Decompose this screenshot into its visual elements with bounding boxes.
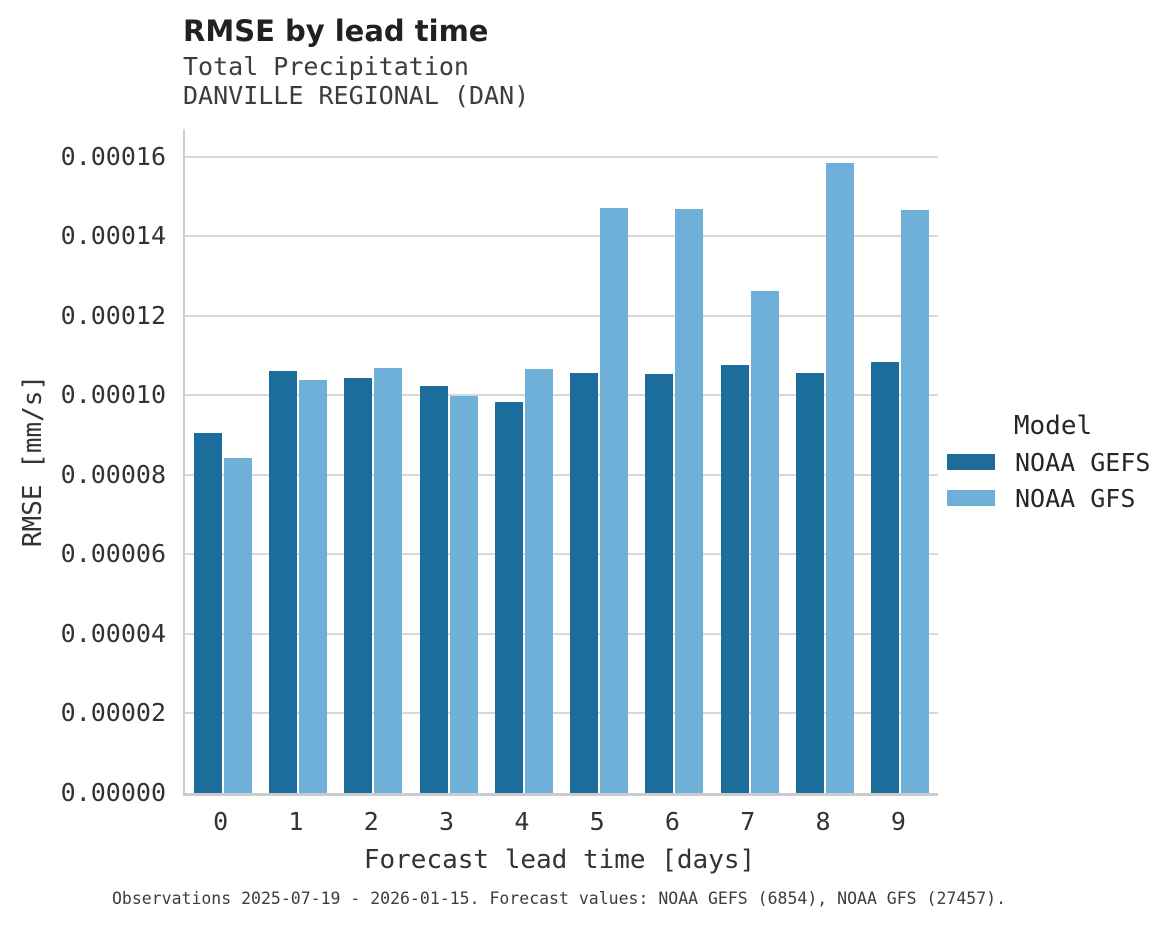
gridline <box>185 394 938 397</box>
legend-swatch-noaa-gfs <box>947 490 995 506</box>
bar-noaa-gefs-day-3 <box>419 385 448 793</box>
bar-noaa-gefs-day-4 <box>494 401 523 793</box>
legend-swatch-noaa-gefs <box>947 454 995 470</box>
gridline <box>185 473 938 476</box>
x-tick-label: 8 <box>815 807 831 836</box>
legend-label-noaa-gefs: NOAA GEFS <box>1015 447 1151 477</box>
legend-label-noaa-gfs: NOAA GFS <box>1015 483 1136 513</box>
gridline <box>185 235 938 238</box>
gridline <box>185 632 938 635</box>
legend-title: Model <box>1013 411 1093 441</box>
chart-subtitle-station: DANVILLE REGIONAL (DAN) <box>183 81 530 110</box>
bar-group-day-5 <box>561 129 636 793</box>
bar-noaa-gfs-day-6 <box>675 209 704 793</box>
bar-noaa-gfs-day-1 <box>298 379 327 793</box>
bar-group-day-8 <box>787 129 862 793</box>
y-tick-label: 0.00016 <box>60 141 166 171</box>
bar-noaa-gefs-day-0 <box>193 432 222 793</box>
bar-group-day-1 <box>260 129 335 793</box>
legend: Model NOAA GEFS NOAA GFS <box>947 408 1159 516</box>
gridline <box>185 155 938 158</box>
bar-group-day-4 <box>486 129 561 793</box>
y-tick-label: 0.00006 <box>60 539 166 569</box>
footer-caption: Observations 2025-07-19 - 2026-01-15. Fo… <box>111 889 1007 908</box>
y-tick-label: 0.00004 <box>60 618 166 648</box>
bar-noaa-gefs-day-8 <box>796 373 825 793</box>
bar-group-day-3 <box>411 129 486 793</box>
bar-noaa-gefs-day-1 <box>268 370 297 793</box>
x-tick-label: 4 <box>514 807 530 836</box>
bar-noaa-gfs-day-9 <box>901 210 930 793</box>
chart-title: RMSE by lead time <box>183 14 489 48</box>
bar-noaa-gfs-day-8 <box>826 162 855 793</box>
bar-group-day-7 <box>712 129 787 793</box>
bar-group-day-9 <box>863 129 938 793</box>
y-tick-label: 0.00002 <box>60 698 166 728</box>
bar-noaa-gfs-day-5 <box>600 208 629 793</box>
y-tick-label: 0.00008 <box>60 459 166 489</box>
x-tick-label: 6 <box>664 807 680 836</box>
x-tick-label: 1 <box>288 807 304 836</box>
x-tick-label: 7 <box>740 807 756 836</box>
bar-group-day-0 <box>185 129 260 793</box>
bar-noaa-gefs-day-6 <box>645 373 674 793</box>
bar-group-day-6 <box>637 129 712 793</box>
y-tick-label: 0.00014 <box>60 221 166 251</box>
x-tick-label: 0 <box>213 807 229 836</box>
bar-noaa-gfs-day-3 <box>449 396 478 793</box>
x-tick-label: 5 <box>589 807 605 836</box>
legend-item-noaa-gefs: NOAA GEFS <box>947 444 1159 480</box>
y-tick-label: 0.00012 <box>60 300 166 330</box>
gridlines-layer <box>185 129 938 793</box>
y-tick-label: 0.00000 <box>60 778 166 807</box>
gridline <box>185 712 938 715</box>
x-tick-label: 2 <box>363 807 379 836</box>
x-axis-title: Forecast lead time [days] <box>363 845 756 875</box>
chart-subtitle-variable: Total Precipitation <box>183 52 469 81</box>
bar-noaa-gefs-day-5 <box>570 373 599 793</box>
bar-noaa-gfs-day-2 <box>374 368 403 793</box>
x-tick-label: 3 <box>439 807 455 836</box>
gridline <box>185 314 938 317</box>
bar-noaa-gfs-day-4 <box>524 369 553 793</box>
bar-noaa-gefs-day-2 <box>344 378 373 793</box>
gridline <box>185 553 938 556</box>
bar-noaa-gefs-day-9 <box>871 362 900 793</box>
bar-noaa-gfs-day-0 <box>223 457 252 793</box>
legend-item-noaa-gfs: NOAA GFS <box>947 480 1159 516</box>
bar-noaa-gefs-day-7 <box>720 364 749 793</box>
x-tick-label: 9 <box>890 807 906 836</box>
plot-area <box>183 129 938 796</box>
bar-noaa-gfs-day-7 <box>750 290 779 793</box>
y-tick-label: 0.00010 <box>60 380 166 410</box>
bars-layer <box>185 129 938 793</box>
bar-group-day-2 <box>336 129 411 793</box>
